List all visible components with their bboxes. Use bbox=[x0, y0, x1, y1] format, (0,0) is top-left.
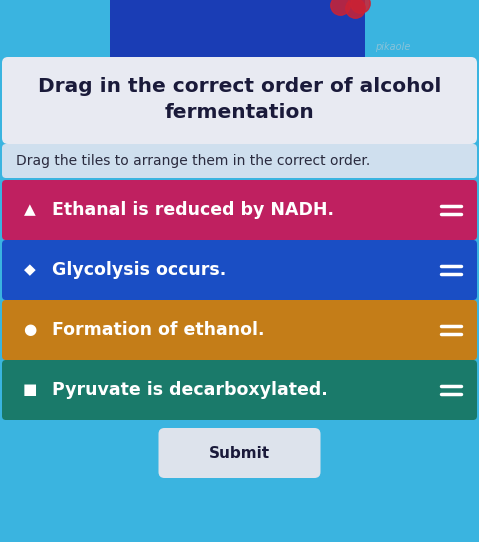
Text: ▲: ▲ bbox=[24, 203, 36, 217]
Text: ●: ● bbox=[23, 322, 36, 338]
Text: Drag in the correct order of alcohol: Drag in the correct order of alcohol bbox=[38, 78, 441, 96]
Text: ◆: ◆ bbox=[24, 262, 36, 278]
FancyBboxPatch shape bbox=[2, 240, 477, 300]
FancyBboxPatch shape bbox=[2, 300, 477, 360]
FancyBboxPatch shape bbox=[2, 144, 477, 178]
FancyBboxPatch shape bbox=[2, 360, 477, 420]
FancyBboxPatch shape bbox=[2, 180, 477, 240]
Bar bbox=[110, 0, 365, 60]
Text: Glycolysis occurs.: Glycolysis occurs. bbox=[52, 261, 226, 279]
Text: ■: ■ bbox=[23, 383, 37, 397]
Text: Ethanal is reduced by NADH.: Ethanal is reduced by NADH. bbox=[52, 201, 334, 219]
Text: fermentation: fermentation bbox=[165, 104, 314, 122]
Text: Formation of ethanol.: Formation of ethanol. bbox=[52, 321, 264, 339]
Text: Submit: Submit bbox=[209, 446, 270, 461]
FancyBboxPatch shape bbox=[2, 57, 477, 144]
FancyBboxPatch shape bbox=[159, 428, 320, 478]
Text: Drag the tiles to arrange them in the correct order.: Drag the tiles to arrange them in the co… bbox=[16, 154, 370, 168]
Text: pikaole: pikaole bbox=[375, 42, 410, 52]
Text: Pyruvate is decarboxylated.: Pyruvate is decarboxylated. bbox=[52, 381, 328, 399]
